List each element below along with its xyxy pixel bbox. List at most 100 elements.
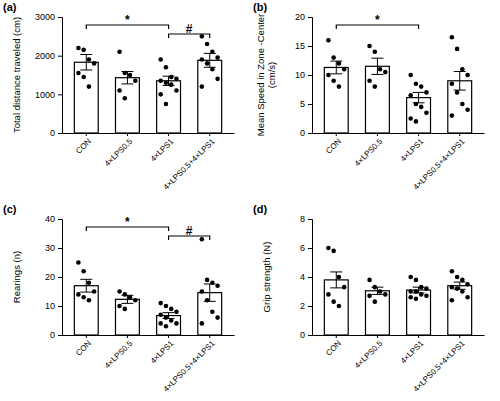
data-point bbox=[450, 285, 455, 290]
data-point bbox=[81, 48, 86, 53]
y-tick-mark bbox=[58, 306, 62, 307]
x-tick-label: 4×LPS0.5 bbox=[103, 338, 135, 370]
data-point bbox=[383, 70, 388, 75]
x-axis-line bbox=[63, 133, 235, 134]
y-tick-mark bbox=[308, 17, 312, 18]
y-tick-mark bbox=[308, 306, 312, 307]
data-point bbox=[76, 260, 81, 265]
data-point bbox=[133, 298, 138, 303]
data-point bbox=[419, 105, 424, 110]
data-point bbox=[424, 90, 429, 95]
y-axis: 05101520 bbox=[295, 12, 313, 138]
x-axis: CON4×LPS0.54×LPS14×LPS0.5+4×LPS1 bbox=[63, 133, 235, 192]
x-tick-label: 4×LPS1 bbox=[399, 136, 426, 163]
data-point bbox=[128, 73, 133, 78]
x-tick-mark bbox=[86, 133, 87, 136]
error-bar bbox=[204, 284, 216, 301]
data-point bbox=[158, 301, 163, 306]
y-tick: 0 bbox=[50, 330, 62, 340]
data-point bbox=[408, 275, 413, 280]
data-point bbox=[378, 67, 383, 72]
x-tick: 4×LPS0.5+4×LPS1 bbox=[412, 133, 467, 192]
data-point bbox=[76, 292, 81, 297]
data-point bbox=[92, 61, 97, 66]
bar bbox=[157, 316, 181, 335]
data-point bbox=[414, 296, 419, 301]
data-point bbox=[76, 46, 81, 51]
data-point bbox=[200, 34, 205, 39]
y-tick-label: 10 bbox=[45, 301, 55, 311]
bar bbox=[115, 299, 139, 335]
significance-label: * bbox=[125, 13, 130, 27]
y-tick-label: 6 bbox=[300, 243, 305, 253]
y-tick: 1000 bbox=[35, 90, 62, 100]
x-tick: CON bbox=[74, 335, 93, 358]
x-tick-label: 4×LPS0.5 bbox=[353, 338, 385, 370]
y-tick: 0 bbox=[300, 330, 312, 340]
y-tick-label: 20 bbox=[295, 12, 305, 22]
data-point bbox=[76, 71, 81, 76]
x-tick: 4×LPS0.5 bbox=[353, 133, 385, 168]
data-point bbox=[164, 102, 169, 107]
x-tick: CON bbox=[74, 133, 93, 156]
y-axis-title-line: (cm/s) bbox=[266, 62, 277, 88]
y-axis-title-line: Total distance traveled (cm) bbox=[11, 17, 22, 133]
x-tick-label: 4×LPS1 bbox=[149, 136, 176, 163]
error-bar bbox=[163, 76, 175, 85]
x-tick-label: CON bbox=[324, 137, 343, 156]
data-point bbox=[205, 278, 210, 283]
data-point bbox=[205, 61, 210, 66]
bar bbox=[407, 290, 431, 335]
data-point bbox=[337, 61, 342, 66]
significance-bracket: # bbox=[169, 224, 210, 240]
x-tick: 4×LPS1 bbox=[149, 133, 176, 163]
y-axis-title-line: Rearings (n) bbox=[11, 251, 22, 303]
data-point bbox=[164, 65, 169, 70]
error-bar bbox=[121, 295, 133, 303]
data-point bbox=[215, 55, 220, 60]
y-axis: 0100020003000 bbox=[35, 12, 63, 138]
y-tick: 15 bbox=[295, 41, 312, 51]
x-tick-label: CON bbox=[74, 137, 93, 156]
x-tick: 4×LPS1 bbox=[399, 133, 426, 163]
significance-bracket: * bbox=[336, 13, 418, 29]
data-point bbox=[87, 57, 92, 62]
x-axis-line bbox=[313, 335, 485, 336]
data-point bbox=[367, 79, 372, 84]
data-point bbox=[408, 289, 413, 294]
data-point bbox=[158, 79, 163, 84]
data-point bbox=[123, 96, 128, 101]
y-tick-mark bbox=[308, 46, 312, 47]
data-point bbox=[465, 295, 470, 300]
panel: 010203040CON4×LPS0.54×LPS14×LPS0.5+4×LPS… bbox=[3, 203, 235, 394]
significance-label: * bbox=[125, 215, 130, 229]
y-tick-mark bbox=[58, 17, 62, 18]
x-tick-label: 4×LPS0.5+4×LPS1 bbox=[412, 136, 467, 191]
x-axis: CON 4×LPS0.5 4×LPS14×LPS0.5+4×LPS1 bbox=[313, 133, 485, 192]
bar bbox=[157, 81, 181, 133]
data-point bbox=[205, 42, 210, 47]
y-tick: 6 bbox=[300, 243, 312, 253]
x-tick-mark bbox=[459, 133, 460, 136]
data-point bbox=[81, 75, 86, 80]
y-tick-label: 30 bbox=[45, 243, 55, 253]
data-point bbox=[326, 38, 331, 43]
data-point bbox=[450, 81, 455, 86]
data-point bbox=[123, 292, 128, 297]
x-tick-label: 4×LPS0.5+4×LPS1 bbox=[412, 338, 467, 393]
y-axis: 010203040 bbox=[45, 214, 63, 340]
x-tick-mark bbox=[459, 335, 460, 338]
data-point bbox=[331, 249, 336, 254]
x-tick: 4×LPS1 bbox=[399, 335, 426, 365]
data-point bbox=[215, 77, 220, 82]
y-tick-mark bbox=[58, 133, 62, 134]
data-point bbox=[455, 90, 460, 95]
x-axis: CON4×LPS0.54×LPS14×LPS0.5+4×LPS1 bbox=[63, 335, 235, 394]
y-tick-mark bbox=[308, 75, 312, 76]
bar bbox=[74, 286, 98, 335]
data-point bbox=[455, 275, 460, 280]
x-tick-mark bbox=[209, 335, 210, 338]
x-tick: 4×LPS0.5+4×LPS1 bbox=[412, 335, 467, 394]
data-point bbox=[450, 113, 455, 118]
bar bbox=[365, 291, 389, 335]
